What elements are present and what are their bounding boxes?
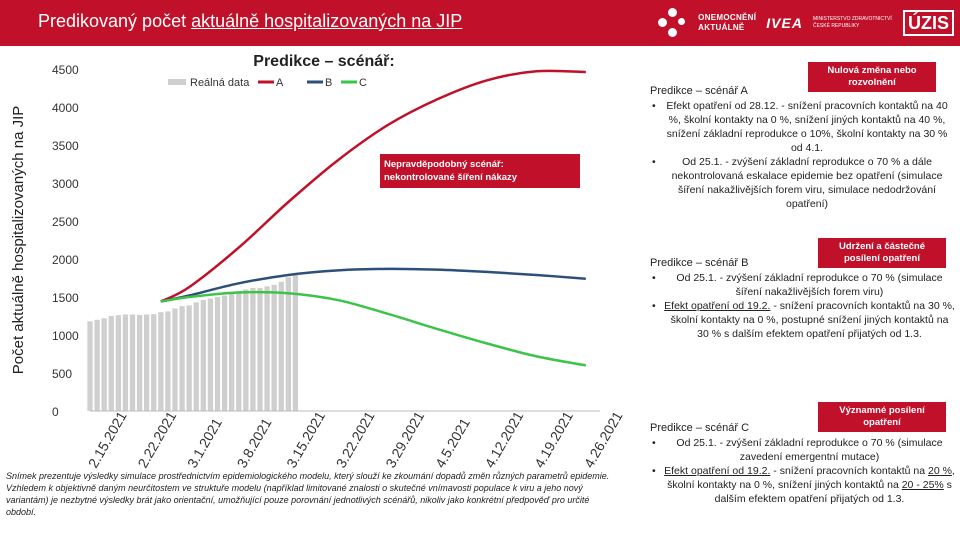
real-data-bar (193, 302, 199, 411)
page-title: Predikovaný počet aktuálně hospitalizova… (38, 11, 463, 31)
real-data-bar (165, 311, 171, 411)
real-data-bar (257, 287, 263, 411)
x-tick-label: 2.22.2021 (134, 408, 179, 470)
annotation-text: nekontrolované šíření nákazy (384, 172, 518, 183)
real-data-bar (108, 316, 114, 411)
real-data-bar (214, 297, 221, 411)
annotation-box (380, 154, 580, 188)
scenario-c-panel: Predikce – scénář C Od 25.1. - zvýšení z… (650, 421, 955, 506)
scenario-a-bullet: Od 25.1. - zvýšení základní reprodukce o… (650, 155, 950, 211)
legend-label: B (325, 77, 332, 89)
real-data-bar (186, 305, 192, 411)
real-data-bar (250, 287, 256, 411)
real-data-bar (207, 298, 214, 411)
y-tick-label: 2500 (52, 215, 79, 229)
real-data-bar (229, 292, 235, 411)
scenario-b-title: Predikce – scénář B (650, 257, 749, 269)
scenario-a-badge: Nulová změna nebo rozvolnění (808, 62, 936, 92)
annotation-text: Nepravděpodobný scénář: (384, 159, 504, 170)
real-data-bar (264, 286, 270, 411)
x-tick-label: 3.22.2021 (333, 408, 378, 470)
real-data-bar (136, 314, 143, 411)
real-data-bar (101, 318, 107, 411)
real-data-bar (221, 295, 228, 411)
x-tick-label: 4.26.2021 (581, 408, 626, 470)
y-axis-title: Počet aktuálně hospitalizovaných na JIP (10, 106, 27, 375)
real-data-bar (129, 314, 136, 411)
y-tick-label: 3000 (52, 177, 79, 191)
real-data-bar (292, 274, 299, 411)
real-data-bar (172, 308, 178, 411)
ministry-logo: MINISTERSTVO ZDRAVOTNICTVÍ ČESKÉ REPUBLI… (812, 16, 892, 29)
onemocneni-logo-icon (658, 8, 688, 38)
prediction-chart: Počet aktuálně hospitalizovaných na JIP 0… (10, 53, 626, 471)
scenario-a-title: Predikce – scénář A (650, 85, 748, 97)
real-data-bar (285, 277, 291, 411)
x-tick-label: 4.5.2021 (432, 415, 473, 470)
series-line-c (160, 290, 587, 367)
real-data-bar (271, 284, 277, 411)
x-tick-label: 3.1.2021 (184, 415, 225, 470)
real-data-bar (87, 321, 93, 411)
legend-label: Reálná data (190, 77, 250, 89)
scenario-b-badge: Udržení a částečné posílení opatření (818, 238, 946, 268)
scenario-c-bullet: Od 25.1. - zvýšení základní reprodukce o… (650, 436, 955, 464)
real-data-bar (236, 290, 242, 411)
y-tick-label: 2000 (52, 253, 79, 267)
legend-label: C (359, 77, 367, 89)
uzis-logo: ÚZIS (902, 10, 954, 36)
logos: ONEMOCNĚNÍ AKTUÁLNĚ IVEA MINISTERSTVO ZD… (658, 4, 954, 42)
x-tick-label: 2.15.2021 (85, 408, 130, 470)
x-tick-label: 4.12.2021 (481, 408, 526, 470)
real-data-bar (94, 319, 100, 411)
real-data-bar (200, 300, 206, 411)
y-tick-label: 1000 (52, 329, 79, 343)
y-tick-label: 4000 (52, 101, 79, 115)
real-data-bar (243, 289, 249, 411)
real-data-bar (158, 312, 164, 411)
x-tick-label: 4.19.2021 (531, 408, 576, 470)
scenario-c-bullet: Efekt opatření od 19.2. - snížení pracov… (650, 464, 955, 506)
chart-title: Predikce – scénář: (253, 53, 394, 70)
real-data-bar (151, 314, 157, 411)
series-line-b (160, 267, 586, 303)
legend-label: A (276, 77, 284, 89)
ivea-logo: IVEA (766, 15, 803, 31)
real-data-bar (278, 281, 284, 411)
scenario-b-bullet: Efekt opatření od 19.2. - snížení pracov… (650, 299, 955, 341)
real-data-bar (179, 306, 185, 411)
scenario-b-bullet: Od 25.1. - zvýšení základní reprodukce o… (650, 271, 955, 299)
y-tick-label: 1500 (52, 291, 79, 305)
scenario-c-badge: Významné posílení opatření (818, 402, 946, 432)
real-data-bar (122, 314, 129, 411)
header-bar: Predikovaný počet aktuálně hospitalizova… (0, 0, 960, 46)
x-tick-label: 3.29.2021 (382, 408, 427, 470)
scenario-a-bullet: Efekt opatření od 28.12. - snížení praco… (650, 99, 950, 155)
footnote: Snímek prezentuje výsledky simulace pros… (6, 471, 610, 517)
y-tick-label: 500 (52, 367, 72, 381)
y-tick-label: 0 (52, 405, 59, 419)
x-tick-label: 3.8.2021 (233, 415, 274, 470)
onemocneni-logo-text: ONEMOCNĚNÍ AKTUÁLNĚ (698, 13, 757, 32)
y-tick-label: 4500 (52, 63, 79, 77)
real-data-bar (144, 314, 150, 411)
scenario-c-title: Predikce – scénář C (650, 422, 750, 434)
x-tick-label: 3.15.2021 (283, 408, 328, 470)
scenario-a-panel: Predikce – scénář A Efekt opatření od 28… (650, 84, 950, 211)
real-data-bar (115, 315, 121, 411)
scenario-b-panel: Predikce – scénář B Od 25.1. - zvýšení z… (650, 256, 955, 341)
y-tick-label: 3500 (52, 139, 79, 153)
series-line-a (160, 69, 586, 303)
